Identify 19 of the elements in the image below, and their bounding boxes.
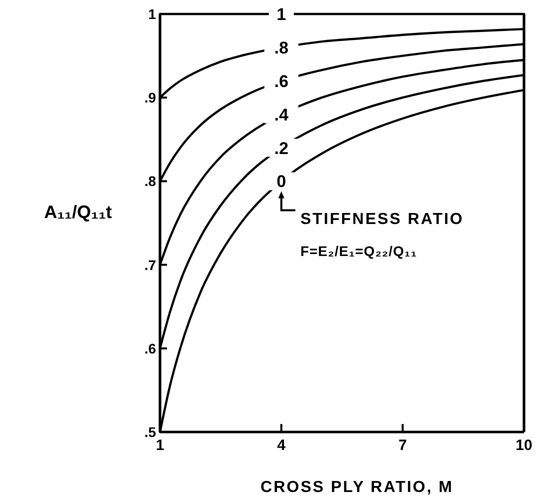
x-tick-label: 10 <box>516 437 532 454</box>
y-tick-label: .5 <box>144 424 156 440</box>
series-label: 0 <box>276 172 286 191</box>
x-axis-title: CROSS PLY RATIO, M <box>260 479 454 496</box>
annotation: STIFFNESS RATIO <box>300 211 464 228</box>
y-tick-label: .7 <box>144 256 156 273</box>
x-tick-label: 7 <box>398 437 407 454</box>
series-label: 1 <box>276 4 286 24</box>
series-label: .6 <box>274 71 288 90</box>
series-label: .8 <box>274 38 288 57</box>
y-tick-label: .9 <box>144 90 156 106</box>
y-axis-title: A₁₁/Q₁₁t <box>44 202 112 222</box>
series-label: .2 <box>274 138 288 158</box>
y-tick-label: .8 <box>144 173 156 190</box>
y-tick-label: 1 <box>148 6 156 22</box>
y-tick-label: .6 <box>144 340 156 356</box>
annotation: F=E₂/E₁=Q₂₂/Q₁₁ <box>300 243 418 260</box>
series-label: .4 <box>274 104 289 124</box>
x-tick-label: 4 <box>277 437 286 454</box>
